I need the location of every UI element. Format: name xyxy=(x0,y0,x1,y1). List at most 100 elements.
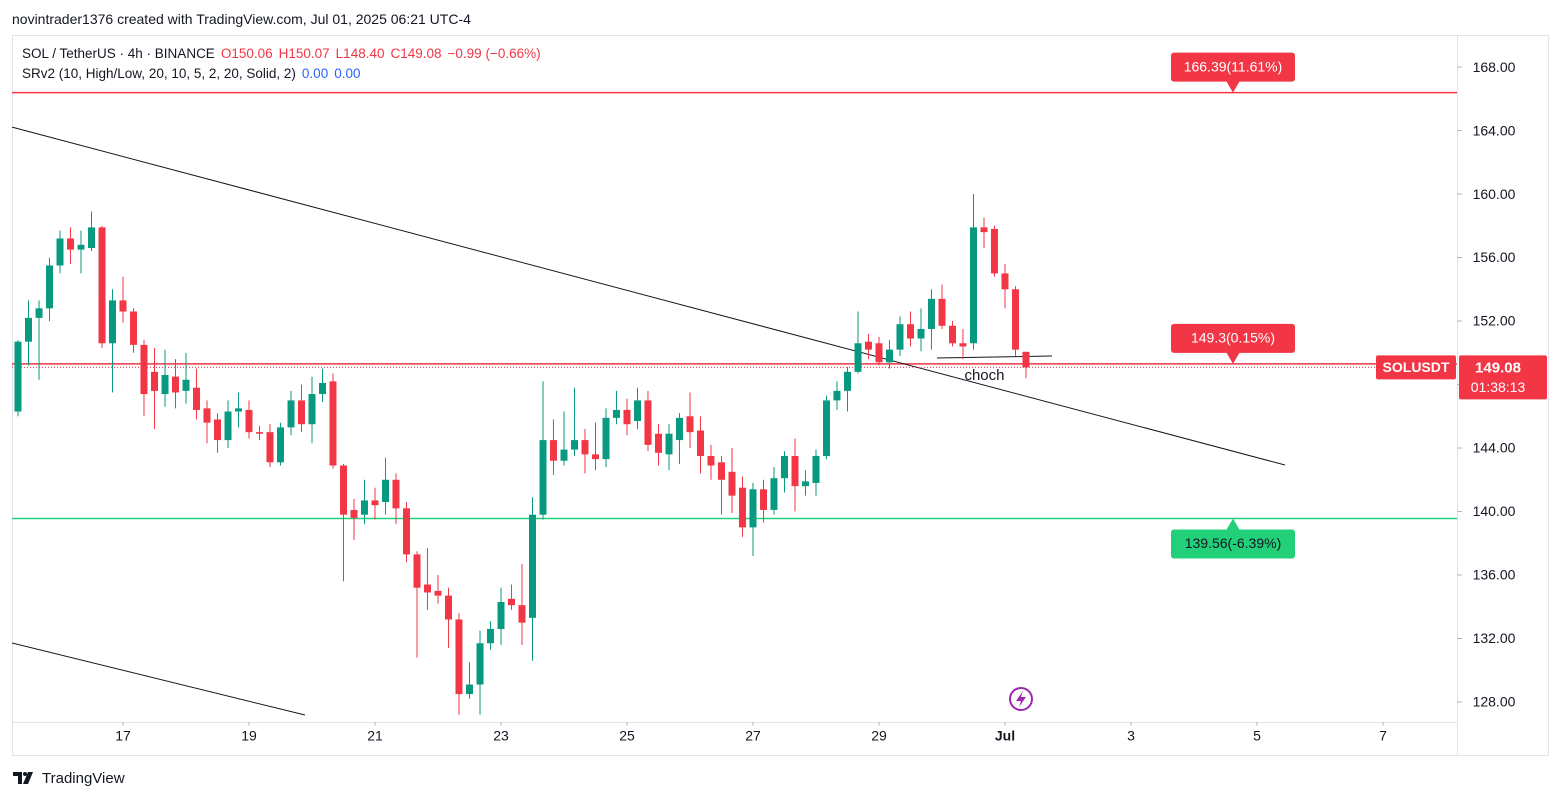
candle-body xyxy=(203,408,211,423)
candle-body xyxy=(591,454,599,460)
candle-body xyxy=(140,344,148,395)
candle-body xyxy=(539,440,547,515)
candle-body xyxy=(634,400,642,422)
alert-icon[interactable] xyxy=(1009,687,1033,711)
candle-body xyxy=(612,409,620,418)
candle-body xyxy=(266,432,274,463)
candle-body xyxy=(801,481,809,487)
trendline-label: choch xyxy=(964,367,1004,384)
candle-body xyxy=(45,265,53,309)
candle-body xyxy=(319,382,327,395)
candle-body xyxy=(455,619,463,695)
x-tick-label: 5 xyxy=(1253,728,1261,744)
candle-body xyxy=(108,300,116,344)
x-tick-label: 25 xyxy=(619,728,635,744)
candle-body xyxy=(791,455,799,487)
indicator-name: SRv2 (10, High/Low, 20, 10, 5, 2, 20, So… xyxy=(22,66,296,81)
y-tick-label: 168.00 xyxy=(1473,59,1516,75)
candle-body xyxy=(760,489,768,510)
candle-body xyxy=(445,595,453,620)
candle-body xyxy=(938,298,946,326)
candle-body xyxy=(287,400,295,428)
x-tick-label: 3 xyxy=(1127,728,1135,744)
candle-body xyxy=(854,343,862,372)
x-tick-label: 29 xyxy=(871,728,887,744)
candle-body xyxy=(602,417,610,460)
candle-body xyxy=(350,509,358,518)
candle-body xyxy=(476,643,484,685)
candle-body xyxy=(949,325,957,344)
candle-body xyxy=(780,455,788,479)
level-label: 166.39(11.61%) xyxy=(1184,58,1283,74)
candle-body xyxy=(707,455,715,466)
level-label: 149.3(0.15%) xyxy=(1191,330,1275,346)
candle-body xyxy=(980,227,988,233)
candle-body xyxy=(25,317,33,342)
candle-body xyxy=(256,432,264,434)
candle-body xyxy=(402,508,410,555)
candle-body xyxy=(644,400,652,445)
candle-body xyxy=(360,500,368,515)
candle-body xyxy=(224,411,232,441)
candle-body xyxy=(823,400,831,456)
candle-body xyxy=(528,514,536,618)
candle-body xyxy=(234,408,242,412)
last-price-box xyxy=(1459,355,1547,400)
y-tick-label: 136.00 xyxy=(1473,567,1516,583)
legend-high: H150.07 xyxy=(278,46,330,61)
candle-body xyxy=(119,300,127,312)
level-label-pointer xyxy=(1226,518,1240,531)
legend-symbol: SOL / TetherUS · 4h · BINANCE xyxy=(22,46,215,61)
candle-body xyxy=(833,390,841,401)
candle-body xyxy=(277,427,285,463)
candle-body xyxy=(886,349,894,363)
y-tick-label: 152.00 xyxy=(1473,313,1516,329)
symbol-tag: SOLUSDT xyxy=(1383,359,1450,375)
candle-body xyxy=(297,400,305,425)
candle-body xyxy=(728,471,736,496)
trendline xyxy=(12,642,306,716)
level-label: 139.56(-6.39%) xyxy=(1185,535,1282,551)
candle-body xyxy=(14,341,22,412)
candle-body xyxy=(508,598,516,606)
candle-body xyxy=(308,394,316,425)
candle-body xyxy=(917,328,925,339)
chart-frame xyxy=(12,35,1549,756)
candle-body xyxy=(518,605,526,623)
candle-body xyxy=(969,227,977,344)
candle-body xyxy=(77,244,85,250)
y-tick-label: 160.00 xyxy=(1473,186,1516,202)
x-tick-label: 27 xyxy=(745,728,761,744)
candle-body xyxy=(812,455,820,483)
candle-body xyxy=(875,343,883,363)
y-tick-label: 144.00 xyxy=(1473,440,1516,456)
level-label-box xyxy=(1171,529,1295,559)
candle-body xyxy=(151,371,159,391)
candle-body xyxy=(906,324,914,339)
x-tick-label: 23 xyxy=(493,728,509,744)
legend-open: O150.06 xyxy=(220,46,273,61)
indicator-value: 0.00 xyxy=(334,66,361,81)
footer-brand: TradingView xyxy=(42,770,125,787)
legend-change: −0.99 (−0.66%) xyxy=(447,46,541,61)
candle-body xyxy=(171,376,179,393)
trendline xyxy=(12,126,1286,466)
indicator-line: SRv2 (10, High/Low, 20, 10, 5, 2, 20, So… xyxy=(22,66,366,81)
y-tick-label: 128.00 xyxy=(1473,694,1516,710)
candle-body xyxy=(560,449,568,461)
y-tick-label: 156.00 xyxy=(1473,249,1516,265)
level-label-pointer xyxy=(1226,80,1240,93)
candle-body xyxy=(990,228,998,274)
candle-body xyxy=(98,227,106,344)
candle-body xyxy=(675,417,683,441)
candle-body xyxy=(1022,351,1030,368)
candle-body xyxy=(193,387,201,410)
legend-close: C149.08 xyxy=(390,46,442,61)
candle-body xyxy=(423,584,431,593)
trendline xyxy=(937,355,1052,359)
candle-body xyxy=(571,440,579,450)
candle-body xyxy=(686,416,694,433)
legend-line: SOL / TetherUS · 4h · BINANCE O150.06 H150… xyxy=(22,46,547,61)
candle-body xyxy=(549,440,557,461)
candle-body xyxy=(382,479,390,502)
